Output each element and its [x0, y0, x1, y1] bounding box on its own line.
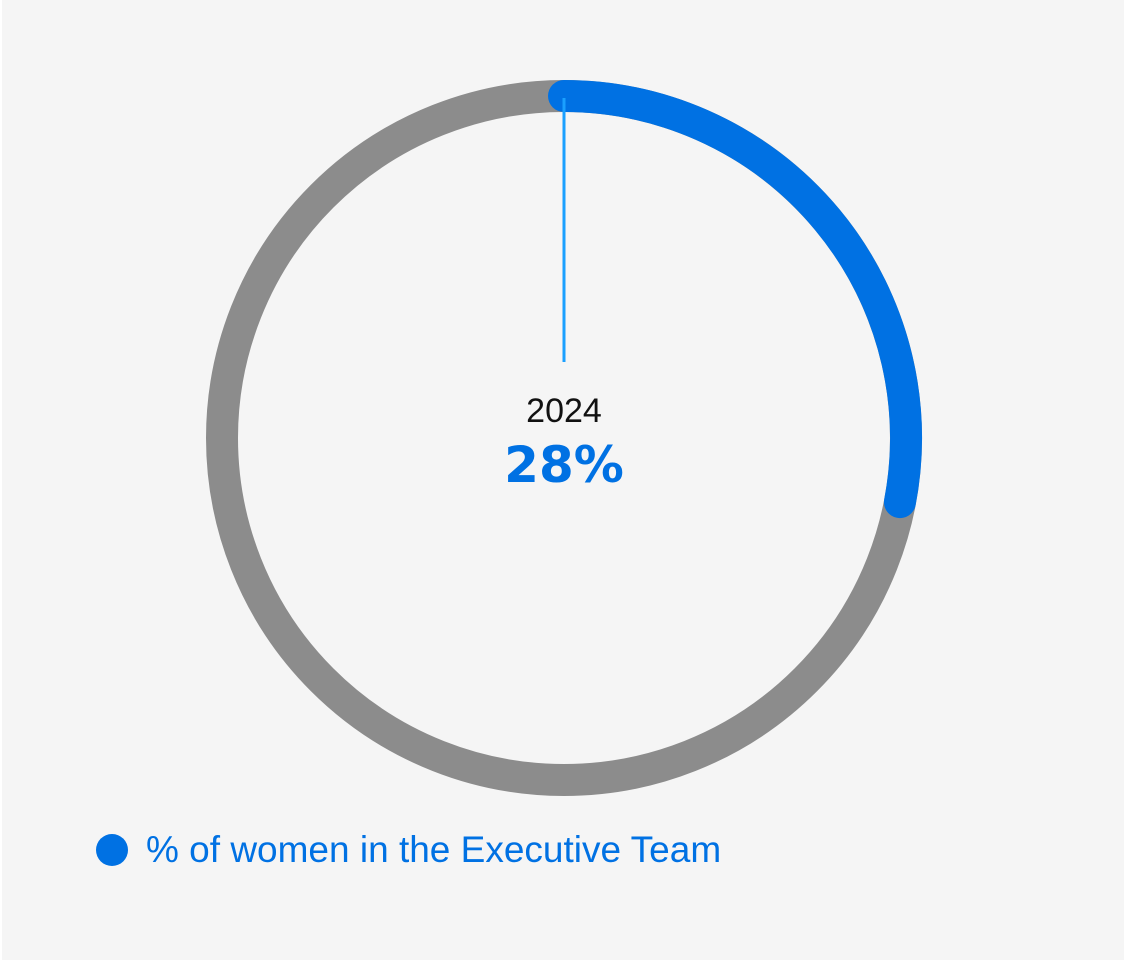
center-year-label: 2024 — [526, 392, 602, 430]
donut-value-arc — [548, 80, 922, 519]
legend-swatch — [96, 834, 128, 866]
legend-label: % of women in the Executive Team — [146, 829, 722, 870]
chart-legend: % of women in the Executive Team — [96, 828, 721, 872]
center-value-label: 28% — [504, 436, 624, 494]
